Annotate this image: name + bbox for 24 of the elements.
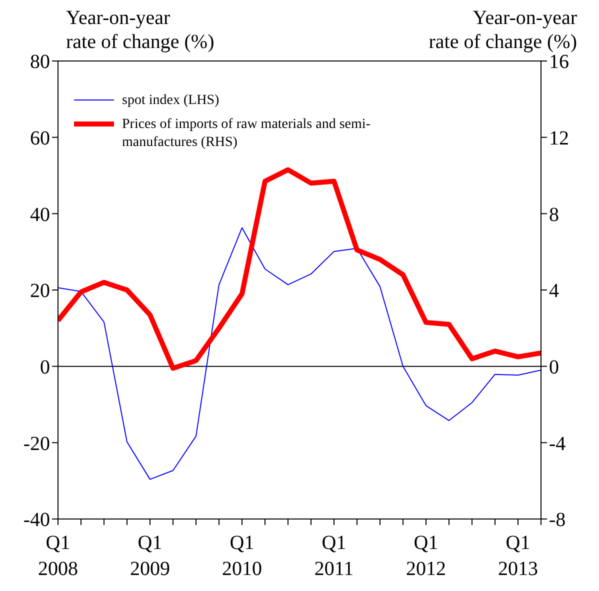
- legend-label: spot index (LHS): [122, 92, 220, 110]
- y2-tick-label: -8: [549, 509, 566, 532]
- y2-tick-label: -4: [549, 432, 566, 455]
- y-tick-label: 0: [40, 356, 50, 378]
- x-tick-label: Q1 2009: [130, 532, 170, 580]
- x-tick-label: Q1 2013: [498, 532, 538, 580]
- y2-tick-label: 8: [549, 204, 559, 226]
- y2-tick-label: 16: [549, 51, 569, 74]
- y2-tick-label: 12: [549, 127, 569, 150]
- y2-tick-label: 0: [549, 356, 559, 378]
- legend-label: Prices of imports of raw materials and semi-manufactures (RHS): [122, 116, 372, 152]
- y-tick-label: -20: [23, 432, 50, 455]
- y-tick-label: 80: [30, 51, 50, 74]
- y-tick-label: 40: [30, 204, 50, 226]
- x-tick-label: Q1 2012: [406, 532, 446, 580]
- y-tick-label: 60: [30, 127, 50, 150]
- y2-tick-label: 4: [549, 280, 559, 302]
- x-tick-label: Q1 2011: [314, 532, 354, 580]
- y2-axis-title: Year-on-year rate of change (%): [428, 6, 577, 54]
- y-tick-label: 20: [30, 280, 50, 302]
- x-tick-label: Q1 2010: [222, 532, 262, 580]
- x-tick-label: Q1 2008: [38, 532, 78, 580]
- y-axis-title: Year-on-year rate of change (%): [66, 6, 214, 54]
- y-tick-label: -40: [23, 509, 50, 532]
